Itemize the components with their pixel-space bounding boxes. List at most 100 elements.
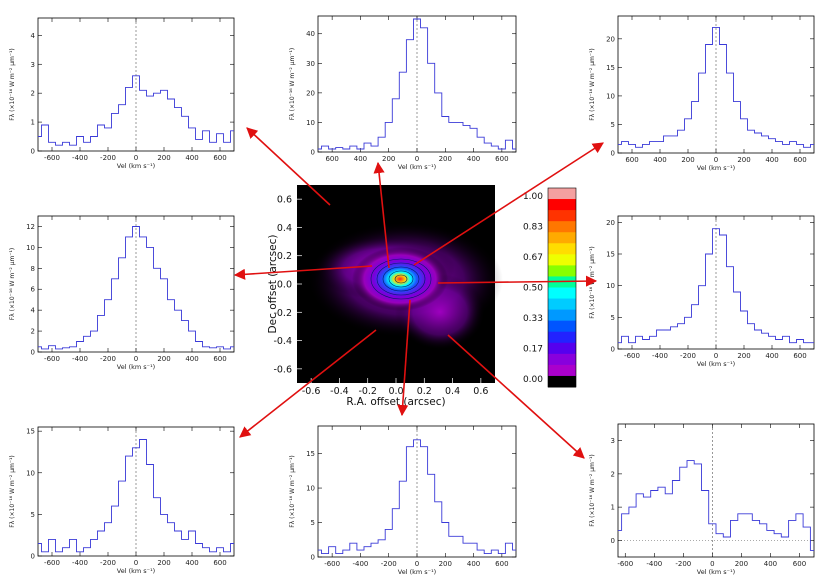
y-tick-label: 15: [306, 450, 315, 458]
y-tick-label: 5: [31, 511, 35, 519]
y-axis-label: Fλ (×10⁻¹⁶ W m⁻² μm⁻¹): [589, 48, 596, 121]
x-tick-label: 200: [157, 355, 170, 363]
map-x-tick-label: -0.6: [302, 386, 321, 397]
y-axis-label: Fλ (×10⁻¹⁶ W m⁻² μm⁻¹): [589, 246, 596, 319]
y-tick-label: 2: [31, 328, 35, 336]
colorbar-segment: [548, 232, 576, 244]
x-tick-label: 600: [495, 560, 508, 568]
y-tick-label: 2: [31, 90, 35, 98]
colorbar-tick-label: 0.33: [523, 314, 543, 324]
x-tick-label: -400: [72, 355, 88, 363]
y-tick-label: 0: [311, 149, 315, 157]
x-tick-label: 600: [213, 559, 226, 567]
y-tick-label: 1: [31, 119, 35, 127]
y-tick-label: 40: [306, 30, 315, 38]
colorbar-segment: [548, 254, 576, 266]
colorbar-tick-label: 0.67: [523, 253, 543, 263]
x-tick-label: 0: [415, 560, 419, 568]
pointer-arrow: [233, 265, 373, 280]
y-tick-label: 0: [31, 553, 35, 561]
spectrum-line: [38, 226, 234, 350]
x-axis-label: Vel (km s⁻¹): [697, 568, 735, 576]
colorbar-tick-label: 0.17: [523, 345, 543, 355]
x-axis-label: Vel (km s⁻¹): [697, 164, 735, 172]
map-x-label: R.A. offset (arcsec): [346, 396, 445, 408]
spectrum-panel-top-left: -600 -400 -200 0 200 400 600 0 1 2 3 4 Vel (km s⁻¹) F…: [9, 17, 235, 170]
y-tick-label: 0: [611, 150, 615, 158]
map-y-tick-label: 0.4: [277, 223, 292, 234]
colorbar-segment: [548, 287, 576, 300]
spectrum-line: [618, 460, 814, 551]
colorbar-segment: [548, 331, 576, 344]
y-tick-label: 3: [611, 437, 615, 445]
x-tick-label: -400: [352, 560, 368, 568]
y-tick-label: 15: [606, 64, 615, 72]
y-axis-label: Fλ (×10⁻¹⁶ W m⁻² μm⁻¹): [589, 454, 596, 527]
y-tick-label: 0: [31, 349, 35, 357]
x-tick-label: -200: [100, 355, 116, 363]
spectrum-panel-top-right: 600 400 200 0 200 400 600 0 5 10 15 20 Vel (km s⁻¹) F…: [589, 15, 815, 172]
y-tick-label: 10: [26, 469, 35, 477]
colorbar-segment: [548, 298, 576, 311]
x-tick-label: 600: [213, 154, 226, 162]
x-tick-label: -600: [324, 560, 340, 568]
colorbar-segment: [548, 342, 576, 355]
x-axis-label: Vel (km s⁻¹): [398, 568, 436, 576]
colorbar-tick-label: 0.00: [523, 375, 543, 385]
y-tick-label: 10: [306, 119, 315, 127]
y-axis-label: Fλ (×10⁻¹⁶ W m⁻² μm⁻¹): [9, 455, 16, 528]
colorbar-segment: [548, 221, 576, 233]
colorbar-segment: [548, 199, 576, 211]
x-tick-label: 400: [467, 560, 480, 568]
map-y-tick-label: 0.2: [277, 251, 292, 262]
x-tick-label: 200: [157, 154, 170, 162]
pointer-arrow: [246, 127, 331, 206]
x-tick-label: 400: [185, 355, 198, 363]
spectrum-line: [318, 439, 516, 555]
spectrum-line: [38, 75, 234, 146]
colorbar-frame: [547, 187, 577, 388]
spectrum-line: [38, 439, 234, 553]
x-tick-label: 0: [710, 560, 714, 568]
x-tick-label: 600: [793, 560, 806, 568]
map-y-tick-label: 0.0: [277, 280, 292, 291]
colorbar-segment: [548, 188, 576, 200]
map-y-label: Dec offset (arcsec): [267, 235, 279, 334]
x-tick-label: 0: [415, 155, 419, 163]
y-tick-label: 20: [606, 35, 615, 43]
map-contours: [370, 258, 432, 300]
map-y-tick-label: -0.6: [273, 364, 292, 375]
map-y-tick-label: -0.4: [273, 336, 292, 347]
x-tick-label: -200: [100, 559, 116, 567]
x-axis-label: Vel (km s⁻¹): [398, 163, 436, 171]
x-tick-label: -600: [617, 560, 633, 568]
y-tick-label: 15: [26, 428, 35, 436]
y-tick-label: 3: [31, 61, 35, 69]
y-tick-label: 0: [611, 537, 615, 545]
map-y-tick-label: -0.2: [273, 308, 292, 319]
x-tick-label: 400: [185, 154, 198, 162]
pointer-arrows: [233, 127, 604, 459]
x-tick-label: -200: [100, 154, 116, 162]
y-tick-label: 20: [306, 89, 315, 97]
x-tick-label: -600: [44, 559, 60, 567]
y-tick-label: 12: [26, 223, 35, 231]
pointer-arrow: [413, 142, 604, 266]
colorbar-segment: [548, 353, 576, 366]
x-tick-label: 400: [764, 560, 777, 568]
x-axis-label: Vel (km s⁻¹): [117, 567, 155, 575]
x-tick-label: -600: [44, 154, 60, 162]
x-axis-label: Vel (km s⁻¹): [117, 363, 155, 371]
y-tick-label: 30: [306, 60, 315, 68]
x-tick-label: 400: [653, 156, 666, 164]
spectrum-panel-bottom-center: -600 -400 -200 0 200 400 600 0 5 10 15 Vel (km s⁻¹)…: [289, 425, 517, 576]
y-tick-label: 4: [31, 32, 36, 40]
x-tick-label: 0: [714, 156, 718, 164]
map-core: [352, 247, 448, 311]
map-x-tick-label: -0.2: [358, 386, 377, 397]
y-tick-label: 1: [611, 504, 615, 512]
colorbar-tick-label: 0.83: [523, 223, 543, 233]
y-tick-label: 5: [311, 519, 315, 527]
